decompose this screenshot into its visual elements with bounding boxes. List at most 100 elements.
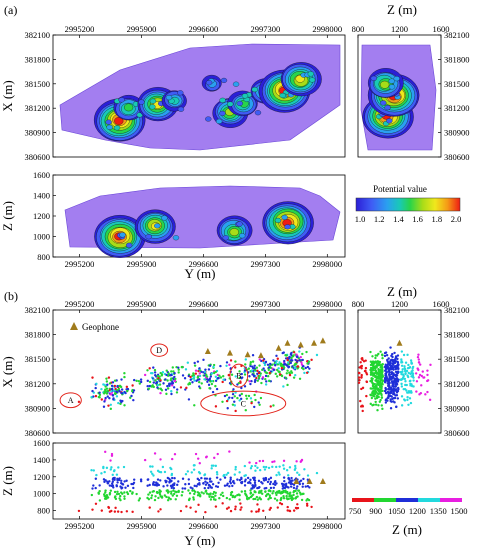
event-point: [291, 365, 294, 368]
event-point: [374, 356, 377, 360]
event-point: [247, 394, 251, 398]
event-point: [213, 456, 216, 460]
y-tick-label: 381500: [25, 354, 51, 364]
event-point: [278, 465, 281, 468]
y-tick-label: 381800: [25, 330, 51, 340]
colorbar-tick-label: 750: [349, 506, 362, 516]
y-tick-label: 382100: [444, 305, 470, 315]
event-point: [396, 357, 399, 361]
y-tick-label: 1200: [33, 472, 50, 482]
event-point: [214, 491, 217, 495]
event-point: [294, 464, 297, 468]
event-point: [150, 385, 154, 388]
event-point: [371, 374, 375, 377]
event-point: [283, 362, 286, 365]
event-point: [286, 358, 289, 362]
event-point: [181, 487, 184, 490]
event-point: [204, 489, 208, 492]
event-point: [295, 487, 298, 490]
event-point: [369, 350, 372, 354]
region-ellipse-a: [59, 392, 82, 409]
event-point: [283, 479, 286, 483]
event-point: [234, 360, 237, 363]
event-point: [292, 483, 296, 486]
event-point: [166, 379, 169, 382]
event-point: [119, 498, 122, 502]
event-point: [359, 361, 362, 364]
event-point: [234, 507, 237, 511]
event-point: [203, 477, 207, 480]
event-point: [110, 452, 114, 456]
event-point: [289, 485, 293, 488]
y-tick-label: 381500: [444, 354, 470, 364]
event-point: [198, 483, 201, 486]
event-point: [282, 476, 286, 479]
event-point: [409, 359, 413, 362]
event-point: [396, 371, 400, 374]
event-point: [194, 369, 198, 372]
event-point: [245, 497, 249, 500]
event-point: [369, 360, 373, 363]
event-point: [296, 471, 299, 474]
event-point: [92, 469, 95, 472]
event-point: [164, 388, 168, 391]
event-point: [116, 385, 119, 388]
event-point: [378, 400, 382, 403]
y-tick-label: 380900: [25, 403, 51, 413]
event-point: [240, 490, 243, 493]
event-point: [187, 374, 190, 378]
potential-contour: [205, 116, 212, 122]
potential-contour: [279, 92, 286, 99]
event-point: [389, 377, 393, 380]
event-point: [400, 350, 404, 353]
event-point: [158, 493, 162, 496]
event-point: [238, 471, 241, 474]
event-point: [372, 385, 375, 388]
event-point: [286, 505, 289, 509]
colorbar-tick-label: 1.0: [355, 214, 366, 224]
event-point: [110, 482, 114, 485]
event-point: [362, 360, 366, 363]
event-point: [257, 510, 260, 513]
event-point: [267, 478, 271, 481]
event-point: [306, 365, 310, 369]
event-point: [403, 369, 407, 373]
event-point: [400, 364, 404, 368]
event-point: [165, 495, 168, 499]
event-point: [169, 497, 172, 501]
event-point: [90, 493, 94, 497]
event-point: [370, 394, 373, 397]
event-point: [274, 364, 277, 367]
event-point: [380, 393, 383, 397]
event-point: [114, 506, 117, 510]
y-tick-label: 381800: [25, 54, 51, 64]
x-tick-label: 2996600: [189, 299, 219, 309]
event-point: [188, 492, 192, 495]
event-point: [306, 484, 310, 488]
event-point: [188, 497, 191, 500]
event-point: [117, 387, 121, 391]
event-point: [391, 352, 394, 356]
event-point: [176, 388, 179, 391]
event-point: [177, 489, 180, 493]
event-point: [259, 491, 262, 494]
event-point: [212, 492, 215, 496]
event-point: [214, 375, 218, 379]
event-point: [288, 509, 292, 513]
event-point: [203, 370, 207, 373]
event-point: [109, 407, 113, 411]
event-point: [396, 354, 400, 357]
event-point: [279, 492, 283, 495]
event-point: [115, 485, 119, 488]
event-point: [257, 479, 261, 483]
event-point: [209, 498, 213, 501]
event-point: [214, 494, 217, 497]
event-point: [223, 484, 227, 487]
event-point: [397, 363, 400, 366]
x-tick-label: 2998000: [312, 299, 342, 309]
event-point: [365, 371, 368, 375]
event-point: [147, 387, 151, 390]
event-point: [409, 401, 413, 405]
event-point: [179, 509, 183, 513]
depth-colorbar-label: Z (m): [392, 522, 422, 537]
